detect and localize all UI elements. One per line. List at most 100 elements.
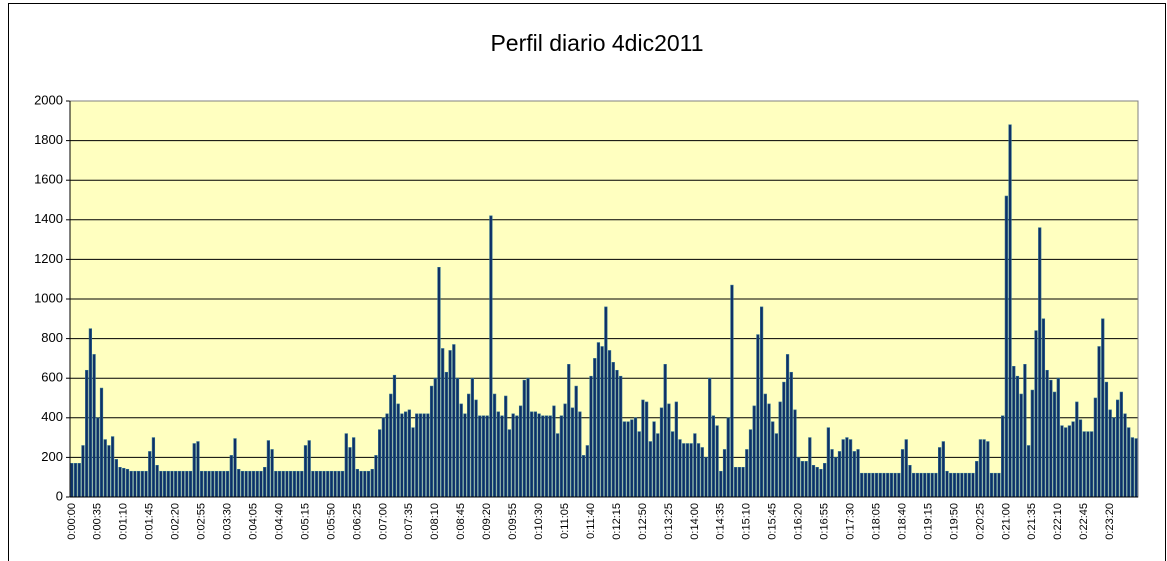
bar	[229, 455, 233, 498]
bar	[400, 413, 404, 498]
bar	[255, 470, 259, 498]
bar	[600, 346, 604, 498]
bar	[874, 472, 879, 498]
x-tick-label: 0:00:00	[66, 503, 78, 540]
bar	[993, 472, 997, 498]
x-tick-label: 0:05:50	[325, 503, 337, 540]
bar	[162, 470, 167, 498]
bar	[448, 350, 452, 498]
bar	[715, 425, 719, 498]
bar	[537, 413, 541, 498]
bar	[504, 395, 508, 498]
bar	[763, 393, 767, 498]
bar	[956, 472, 960, 498]
bar	[478, 415, 482, 498]
bar	[274, 470, 278, 498]
bar	[567, 364, 571, 498]
bar	[355, 468, 359, 498]
bar	[103, 439, 107, 498]
x-tick-label: 0:07:00	[377, 503, 389, 540]
x-tick-label: 0:05:15	[299, 503, 311, 540]
bar	[1134, 438, 1138, 498]
bar	[263, 466, 267, 498]
x-tick-label: 0:08:10	[429, 503, 441, 540]
bar	[819, 468, 823, 498]
bar	[1067, 425, 1071, 498]
bar	[574, 385, 578, 498]
bar	[967, 472, 971, 498]
bar	[511, 413, 515, 498]
bar	[270, 449, 274, 498]
bar	[648, 441, 652, 498]
bar	[404, 411, 408, 498]
bar	[752, 405, 756, 498]
bar	[544, 415, 549, 498]
bar	[481, 415, 486, 498]
bar	[211, 470, 215, 498]
bar	[678, 439, 682, 498]
x-tick-label: 0:08:45	[455, 503, 467, 540]
y-tick-label: 1000	[34, 290, 63, 305]
bar	[200, 470, 204, 498]
bar	[159, 470, 163, 498]
bar	[582, 455, 586, 498]
bar	[789, 371, 793, 498]
bar	[340, 470, 345, 498]
bar	[455, 377, 460, 498]
bar	[155, 465, 159, 498]
y-tick-label: 600	[41, 370, 63, 385]
bar	[559, 415, 563, 498]
bar	[1064, 427, 1068, 498]
bar	[960, 472, 964, 498]
bar	[70, 463, 74, 498]
bar	[1112, 417, 1116, 498]
bar	[611, 362, 615, 498]
bar	[938, 447, 942, 498]
bar	[1123, 413, 1127, 498]
bar	[585, 445, 589, 498]
x-tick-label: 0:21:00	[1000, 503, 1012, 540]
bar	[433, 377, 437, 498]
bar	[849, 439, 853, 498]
bar	[407, 409, 411, 498]
x-tick-label: 0:13:25	[663, 503, 675, 540]
bar	[1082, 431, 1086, 498]
bar	[1045, 369, 1049, 498]
bar	[226, 470, 230, 498]
bar	[774, 433, 779, 498]
bar	[467, 393, 471, 498]
bar	[696, 443, 701, 498]
bar	[203, 470, 207, 498]
bar	[641, 399, 645, 498]
bar	[285, 470, 289, 498]
bar	[863, 472, 868, 498]
bar	[188, 470, 193, 498]
bar	[656, 433, 660, 498]
bar	[708, 377, 712, 498]
bar	[118, 466, 122, 498]
bar	[604, 306, 608, 498]
bar	[370, 468, 374, 498]
bar	[856, 449, 860, 498]
bar	[615, 369, 619, 498]
x-tick-label: 0:19:50	[948, 503, 960, 540]
bar	[919, 472, 923, 498]
bar	[852, 451, 856, 498]
bar	[530, 411, 534, 498]
bar	[85, 369, 89, 498]
x-tick-label: 0:16:20	[793, 503, 805, 540]
bar	[626, 421, 630, 498]
bar	[748, 429, 753, 498]
bar	[923, 472, 927, 498]
bar	[1086, 431, 1090, 498]
bar	[1119, 391, 1123, 498]
bar	[411, 427, 415, 498]
x-tick-label: 0:11:40	[585, 503, 597, 539]
bar	[823, 463, 827, 498]
bar	[222, 470, 226, 498]
bar	[889, 472, 893, 498]
bar	[73, 463, 78, 498]
x-tick-label: 0:09:20	[481, 503, 493, 540]
bar	[92, 354, 96, 498]
